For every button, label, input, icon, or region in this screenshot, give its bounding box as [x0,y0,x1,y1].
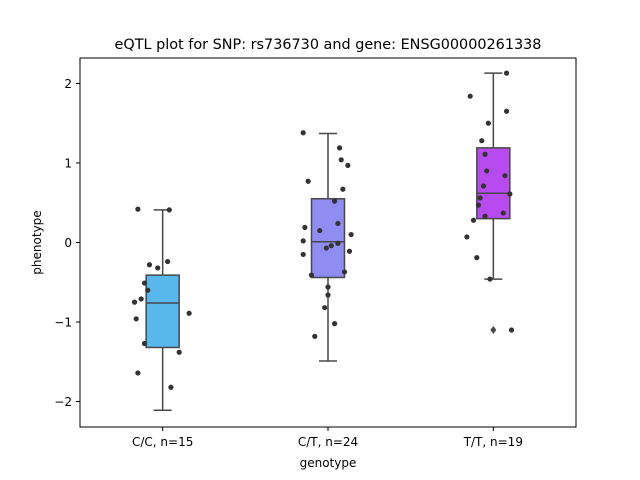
data-point [323,245,329,251]
x-tick-label: C/T, n=24 [298,435,358,449]
data-point [305,178,311,184]
data-point [328,243,334,249]
x-tick-label: T/T, n=19 [463,435,523,449]
y-axis-label: phenotype [30,210,44,274]
data-point [176,349,182,355]
data-point [302,224,308,230]
data-point [500,210,506,216]
y-tick-label: 1 [64,156,72,170]
data-point [474,255,480,261]
box-1 [145,274,180,349]
data-point [133,316,139,322]
data-point [135,370,141,376]
data-point [508,327,515,333]
data-point [308,272,315,278]
data-point [348,231,354,238]
box-3 [476,147,511,220]
data-point [141,340,148,347]
y-tick-label: 0 [64,236,72,250]
data-point [317,227,323,234]
data-point [487,276,493,282]
data-point [325,292,331,298]
outlier-marker [490,325,497,334]
data-point [166,207,172,213]
data-point [502,173,508,179]
data-point [145,287,151,293]
y-tick-label: −1 [54,316,72,330]
data-point [332,198,338,204]
data-point [300,130,306,136]
box-2 [310,198,346,279]
data-point [335,220,341,227]
data-point [503,70,510,76]
x-axis-label: genotype [300,456,357,470]
data-point [346,248,353,254]
data-point [485,120,491,126]
data-point [470,217,477,223]
data-point [138,296,144,302]
data-point [165,258,171,265]
data-point [467,93,473,99]
axis-ticks: C/C, n=15 C/T, n=24 T/T, n=19 −2 −1 0 1 2 [54,77,523,449]
data-point [300,251,306,258]
x-tick-label: C/C, n=15 [132,435,193,449]
chart-title: eQTL plot for SNP: rs736730 and gene: EN… [115,37,542,53]
data-point [186,310,192,316]
data-point [341,269,348,275]
data-point [155,265,161,271]
y-tick-label: 2 [64,77,72,91]
data-point [135,206,141,212]
data-point [477,195,483,201]
data-point [146,262,153,268]
data-point [131,299,138,305]
data-point [507,191,513,197]
data-point [464,234,470,240]
data-point [325,284,331,290]
data-point [340,186,346,192]
data-point [338,157,344,163]
data-point [168,384,174,390]
y-tick-label: −2 [54,395,72,409]
data-point [482,213,488,219]
data-point [345,162,351,168]
data-point [479,138,485,144]
data-point [484,168,490,174]
data-point [141,280,148,286]
plot-area [131,70,515,412]
data-point [475,202,482,208]
data-point [480,183,487,189]
data-point [482,151,488,157]
data-point [300,238,306,244]
data-point [322,305,328,311]
data-point [503,108,510,114]
data-point [312,333,318,339]
data-point [332,321,338,327]
data-point [336,145,343,151]
data-point [335,240,341,246]
